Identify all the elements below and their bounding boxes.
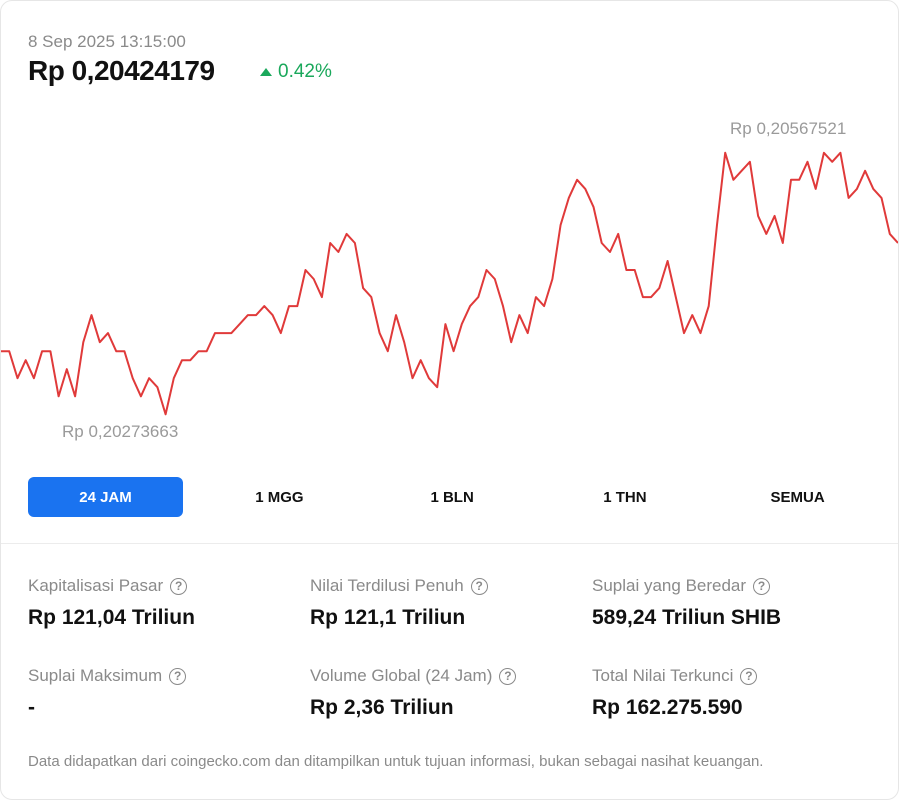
stat-label: Kapitalisasi Pasar (28, 576, 164, 595)
price-timestamp: 8 Sep 2025 13:15:00 (28, 32, 186, 51)
current-price: Rp 0,20424179 (28, 55, 215, 86)
price-line (1, 151, 898, 416)
stat-volume: Volume Global (24 Jam)? Rp 2,36 Triliun (310, 666, 580, 720)
price-chart[interactable] (1, 1, 898, 471)
stat-value: Rp 121,04 Triliun (28, 606, 195, 629)
stat-value: Rp 2,36 Triliun (310, 696, 454, 719)
stat-max-supply: Suplai Maksimum? - (28, 666, 298, 720)
stat-value: Rp 121,1 Triliun (310, 606, 466, 629)
help-icon[interactable]: ? (470, 577, 488, 595)
help-icon[interactable]: ? (740, 667, 758, 685)
stat-tvl: Total Nilai Terkunci? Rp 162.275.590 (592, 666, 862, 720)
help-icon[interactable]: ? (170, 577, 188, 595)
help-icon[interactable]: ? (499, 667, 517, 685)
timeframe-tabs: 24 JAM 1 MGG 1 BLN 1 THN SEMUA (28, 477, 884, 517)
stat-value: - (28, 696, 35, 719)
stat-label: Nilai Terdilusi Penuh (310, 576, 464, 595)
stat-value: 589,24 Triliun SHIB (592, 606, 782, 629)
stat-label: Suplai yang Beredar (592, 576, 747, 595)
chart-low-label: Rp 0,20273663 (62, 422, 179, 441)
tab-1-mgg[interactable]: 1 MGG (255, 488, 304, 506)
stat-label: Volume Global (24 Jam) (310, 666, 493, 685)
stat-fdv: Nilai Terdilusi Penuh? Rp 121,1 Triliun (310, 576, 580, 630)
tab-1-bln[interactable]: 1 BLN (430, 488, 474, 506)
triangle-up-icon (260, 68, 272, 76)
stat-market-cap: Kapitalisasi Pasar? Rp 121,04 Triliun (28, 576, 298, 630)
price-change: 0.42% (260, 61, 332, 83)
help-icon[interactable]: ? (169, 667, 187, 685)
disclaimer-text: Data didapatkan dari coingecko.com dan d… (28, 753, 764, 770)
stat-value: Rp 162.275.590 (592, 696, 743, 719)
tab-1-thn[interactable]: 1 THN (603, 488, 647, 506)
section-divider (1, 543, 898, 544)
stat-label: Suplai Maksimum (28, 666, 163, 685)
price-change-value: 0.42% (278, 61, 332, 82)
stat-circulating-supply: Suplai yang Beredar? 589,24 Triliun SHIB (592, 576, 862, 630)
stat-label: Total Nilai Terkunci (592, 666, 734, 685)
tab-24-jam[interactable]: 24 JAM (28, 477, 183, 517)
chart-high-label: Rp 0,20567521 (730, 119, 847, 138)
help-icon[interactable]: ? (753, 577, 771, 595)
tab-semua[interactable]: SEMUA (770, 488, 825, 506)
